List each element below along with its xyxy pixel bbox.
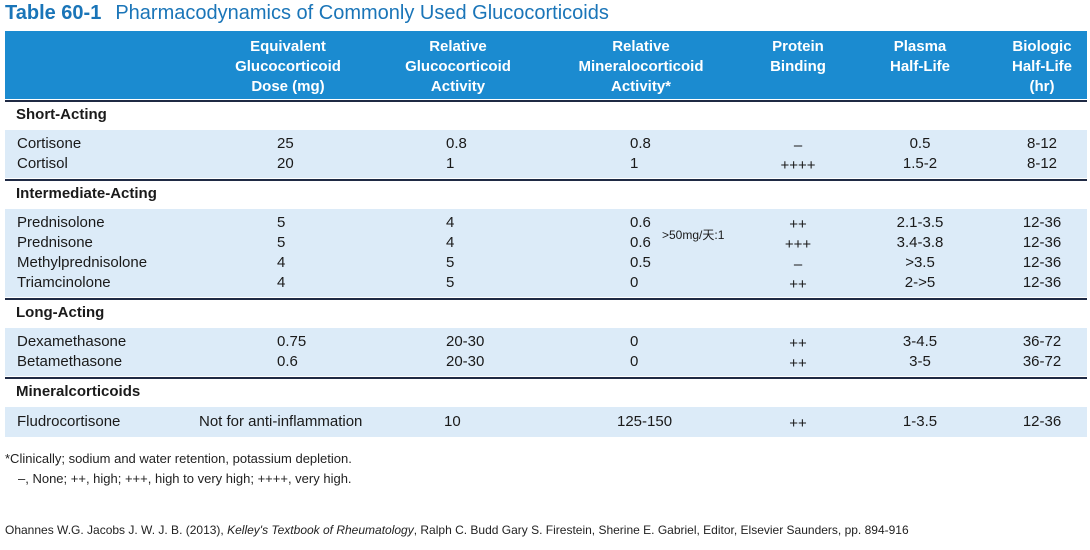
table-cell: 3-5 bbox=[909, 353, 931, 370]
table-cell: 0.8 bbox=[630, 135, 651, 152]
table-cell: 0.6 bbox=[630, 234, 651, 251]
table-cell: >3.5 bbox=[905, 254, 935, 271]
dose-annotation: >50mg/天:1 bbox=[662, 228, 725, 242]
table-cell: 36-72 bbox=[1022, 333, 1062, 350]
table-cell: 8-12 bbox=[1026, 135, 1058, 152]
table-cell: 1-3.5 bbox=[902, 413, 938, 430]
table-number: Table 60-1 bbox=[5, 2, 102, 24]
section-label: Intermediate-Acting bbox=[16, 185, 157, 202]
table-cell: 0.75 bbox=[277, 333, 307, 350]
table-cell: – bbox=[793, 256, 803, 273]
citation: Ohannes W.G. Jacobs J. W. J. B. (2013), … bbox=[5, 523, 909, 537]
table-cell: Cortisol bbox=[17, 155, 68, 172]
table-cell: 0 bbox=[630, 274, 639, 291]
table-cell: 10 bbox=[444, 413, 461, 430]
table-cell: 5 bbox=[446, 274, 455, 291]
table-cell: Methylprednisolone bbox=[17, 254, 148, 271]
table-cell: 5 bbox=[277, 234, 286, 251]
citation-book: Kelley's Textbook of Rheumatology bbox=[227, 523, 414, 537]
table-cell: Cortisone bbox=[17, 135, 82, 152]
section-header: Intermediate-Acting bbox=[5, 179, 1087, 209]
table-cell: 2->5 bbox=[904, 274, 936, 291]
table-cell: 20 bbox=[277, 155, 294, 172]
table-cell: Prednisone bbox=[17, 234, 93, 251]
table-cell: 0.6 bbox=[277, 353, 298, 370]
section-header: Long-Acting bbox=[5, 298, 1087, 328]
table-cell: 1 bbox=[446, 155, 455, 172]
footnote-clinical: *Clinically; sodium and water retention,… bbox=[5, 451, 352, 466]
table-cell: 5 bbox=[277, 214, 286, 231]
table-cell: +++ bbox=[784, 236, 812, 253]
table-cell: – bbox=[793, 137, 803, 154]
section-header: Mineralcorticoids bbox=[5, 377, 1087, 407]
table-cell: 0.5 bbox=[909, 135, 931, 152]
section-label: Short-Acting bbox=[16, 106, 107, 123]
citation-post: , Ralph C. Budd Gary S. Firestein, Sheri… bbox=[413, 523, 909, 537]
table-cell: 125-150 bbox=[617, 413, 673, 430]
footnote-legend: –, None; ++, high; +++, high to very hig… bbox=[18, 471, 352, 486]
header-biologic-half-life: Biologic Half-Life (hr) bbox=[1012, 38, 1072, 95]
section-label: Long-Acting bbox=[16, 304, 105, 321]
section-rows-band bbox=[5, 328, 1087, 376]
table-header-band bbox=[5, 31, 1087, 99]
table-cell: ++ bbox=[789, 415, 807, 432]
table-cell: 12-36 bbox=[1022, 413, 1062, 430]
table-cell: ++ bbox=[789, 335, 807, 352]
section-rows-band bbox=[5, 130, 1087, 178]
section-rows-band bbox=[5, 407, 1087, 437]
header-relative-glucocorticoid: Relative Glucocorticoid Activity bbox=[405, 38, 511, 95]
table-cell: 3-4.5 bbox=[902, 333, 938, 350]
table-cell: 0.8 bbox=[446, 135, 467, 152]
table-cell: 12-36 bbox=[1022, 274, 1062, 291]
section-label: Mineralcorticoids bbox=[16, 383, 141, 400]
header-protein-binding: Protein Binding bbox=[770, 38, 826, 75]
table-cell: 4 bbox=[277, 254, 286, 271]
table-cell: 36-72 bbox=[1022, 353, 1062, 370]
table-cell: Betamethasone bbox=[17, 353, 123, 370]
table-cell: 8-12 bbox=[1026, 155, 1058, 172]
table-cell: ++ bbox=[789, 276, 807, 293]
table-title-text: Pharmacodynamics of Commonly Used Glucoc… bbox=[115, 2, 609, 24]
table-cell: 12-36 bbox=[1022, 254, 1062, 271]
table-cell: 3.4-3.8 bbox=[896, 234, 944, 251]
table-cell: Fludrocortisone bbox=[17, 413, 121, 430]
header-relative-mineralocorticoid: Relative Mineralocorticoid Activity* bbox=[578, 38, 704, 95]
table-cell: Dexamethasone bbox=[17, 333, 127, 350]
table-cell: Not for anti-inflammation bbox=[199, 413, 363, 430]
table-cell: Triamcinolone bbox=[17, 274, 111, 291]
section-rows-band bbox=[5, 209, 1087, 297]
table-cell: 5 bbox=[446, 254, 455, 271]
citation-pre: Ohannes W.G. Jacobs J. W. J. B. (2013), bbox=[5, 523, 228, 537]
table-cell: Prednisolone bbox=[17, 214, 105, 231]
table-cell: 1.5-2 bbox=[902, 155, 938, 172]
table-cell: 12-36 bbox=[1022, 214, 1062, 231]
table-cell: 1 bbox=[630, 155, 639, 172]
table-cell: 4 bbox=[446, 214, 455, 231]
table-cell: ++++ bbox=[780, 157, 816, 174]
table-cell: 25 bbox=[277, 135, 294, 152]
header-plasma-half-life: Plasma Half-Life bbox=[890, 38, 950, 75]
table-cell: 2.1-3.5 bbox=[896, 214, 944, 231]
table-cell: 4 bbox=[446, 234, 455, 251]
table-cell: 0.6 bbox=[630, 214, 651, 231]
table-title: Table 60-1 Pharmacodynamics of Commonly … bbox=[0, 2, 609, 30]
table-cell: 20-30 bbox=[446, 333, 485, 350]
table-cell: ++ bbox=[789, 355, 807, 372]
table-cell: 0 bbox=[630, 353, 639, 370]
table-cell: 12-36 bbox=[1022, 234, 1062, 251]
table-cell: 4 bbox=[277, 274, 286, 291]
header-equivalent-dose: Equivalent Glucocorticoid Dose (mg) bbox=[235, 38, 341, 95]
table-cell: 0.5 bbox=[630, 254, 651, 271]
table-cell: ++ bbox=[789, 216, 807, 233]
table-cell: 0 bbox=[630, 333, 639, 350]
table-cell: 20-30 bbox=[446, 353, 485, 370]
section-header: Short-Acting bbox=[5, 100, 1087, 130]
